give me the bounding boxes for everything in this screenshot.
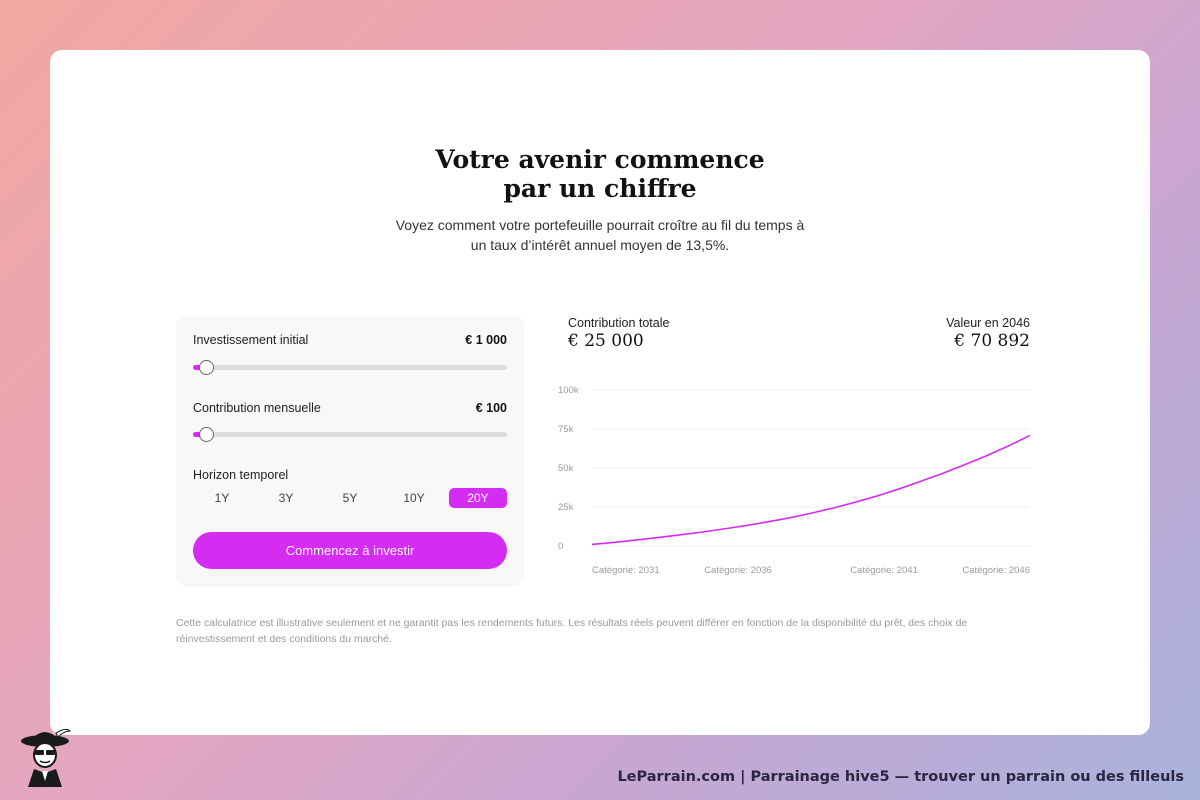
initial-investment-value: € 1 000 [465, 333, 507, 347]
y-tick-label: 75k [558, 424, 574, 435]
future-value-amount: € 70 892 [954, 331, 1030, 351]
page-subtitle: Voyez comment votre portefeuille pourrai… [395, 217, 805, 253]
start-investing-button[interactable]: Commencez à investir [193, 532, 507, 569]
y-tick-label: 0 [558, 541, 563, 552]
horizon-selector: 1Y 3Y 5Y 10Y 20Y [193, 488, 507, 508]
horizon-option-5y[interactable]: 5Y [342, 491, 358, 505]
mascot-icon [21, 728, 72, 787]
slider-thumb[interactable] [198, 360, 214, 375]
y-tick-label: 100k [558, 385, 579, 396]
y-tick-label: 25k [558, 502, 574, 513]
horizon-option-20y[interactable]: 20Y [449, 488, 507, 508]
horizon-label: Horizon temporel [193, 468, 289, 482]
x-tick-label: Catégorie: 2036 [704, 565, 772, 576]
x-tick-label: Catégorie: 2031 [592, 565, 660, 576]
disclaimer-text: Cette calculatrice est illustrative seul… [176, 617, 968, 645]
x-tick-label: Catégorie: 2041 [850, 565, 918, 576]
series-line [591, 434, 1031, 546]
initial-investment-slider[interactable] [193, 360, 507, 375]
future-value-label: Valeur en 2046 [946, 316, 1030, 330]
horizon-option-1y[interactable]: 1Y [214, 491, 230, 505]
monthly-contribution-value: € 100 [475, 401, 507, 415]
initial-investment-label: Investissement initial [193, 333, 309, 347]
x-tick-label: Catégorie: 2046 [962, 565, 1030, 576]
calculator-panel: Investissement initial € 1 000 Contribut… [176, 315, 524, 587]
horizon-option-3y[interactable]: 3Y [278, 491, 294, 505]
page-title: Votre avenir commence par un chiffre [435, 145, 765, 203]
calculator-card: Votre avenir commence par un chiffre Voy… [50, 50, 1150, 735]
growth-chart: 0 25k 50k 75k 100k Catégorie: 2031 Catégorie: … [558, 385, 1031, 576]
y-tick-label: 50k [558, 463, 574, 474]
total-contribution-label: Contribution totale [568, 316, 670, 330]
slider-thumb[interactable] [198, 427, 214, 442]
monthly-contribution-label: Contribution mensuelle [193, 401, 321, 415]
total-contribution-value: € 25 000 [568, 331, 644, 351]
monthly-contribution-slider[interactable] [193, 427, 507, 442]
horizon-option-10y[interactable]: 10Y [403, 491, 425, 505]
footer-text: LeParrain.com | Parrainage hive5 — trouv… [617, 769, 1184, 785]
